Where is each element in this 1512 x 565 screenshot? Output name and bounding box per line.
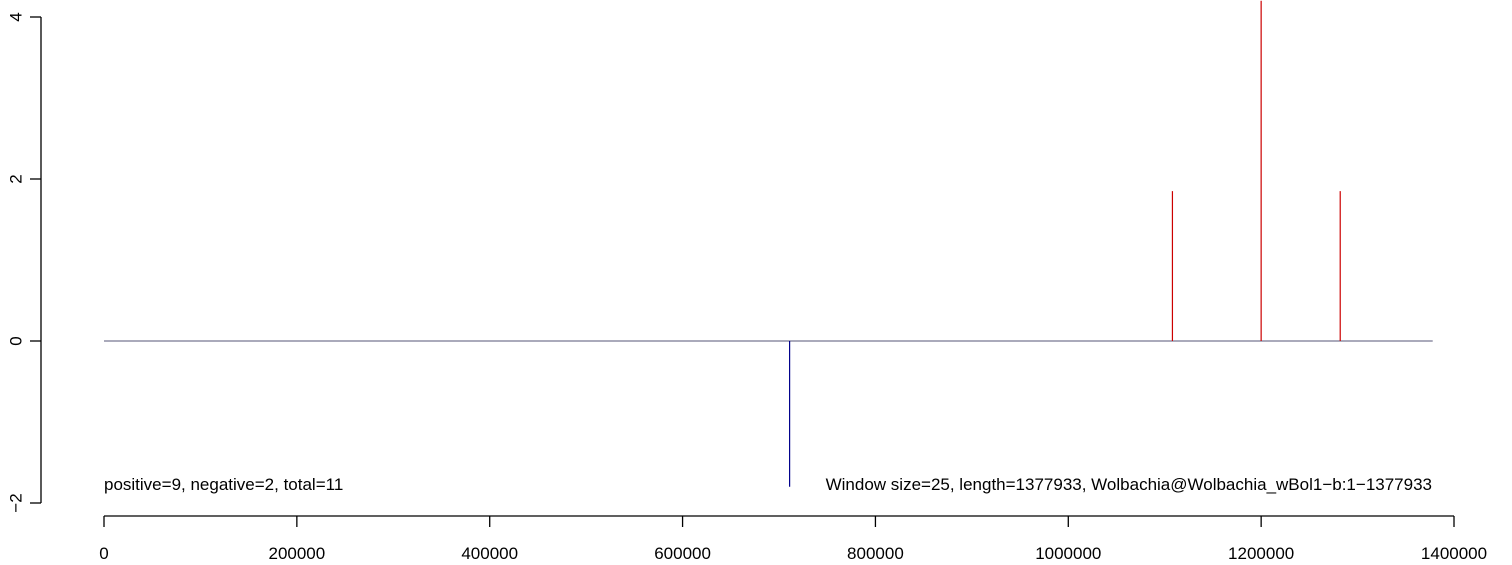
- annotation-window-info: Window size=25, length=1377933, Wolbachi…: [826, 475, 1432, 494]
- x-tick-label: 1000000: [1035, 544, 1101, 563]
- y-axis: −2 0 2 4: [6, 12, 42, 513]
- x-tick-label: 1200000: [1228, 544, 1294, 563]
- y-tick-label: 2: [6, 174, 25, 183]
- x-tick-label: 800000: [847, 544, 904, 563]
- x-tick-label: 600000: [654, 544, 711, 563]
- y-tick-label: 0: [6, 336, 25, 345]
- x-tick-label: 0: [99, 544, 108, 563]
- y-tick-label: 4: [6, 12, 25, 21]
- annotation-counts: positive=9, negative=2, total=11: [104, 475, 343, 494]
- x-axis: 0 200000 400000 600000 800000 1000000 1200000 1…: [99, 515, 1487, 563]
- data-bars: [104, 0, 1433, 487]
- x-tick-label: 200000: [268, 544, 325, 563]
- x-tick-label: 1400000: [1421, 544, 1487, 563]
- y-tick-label: −2: [6, 493, 25, 512]
- x-tick-label: 400000: [461, 544, 518, 563]
